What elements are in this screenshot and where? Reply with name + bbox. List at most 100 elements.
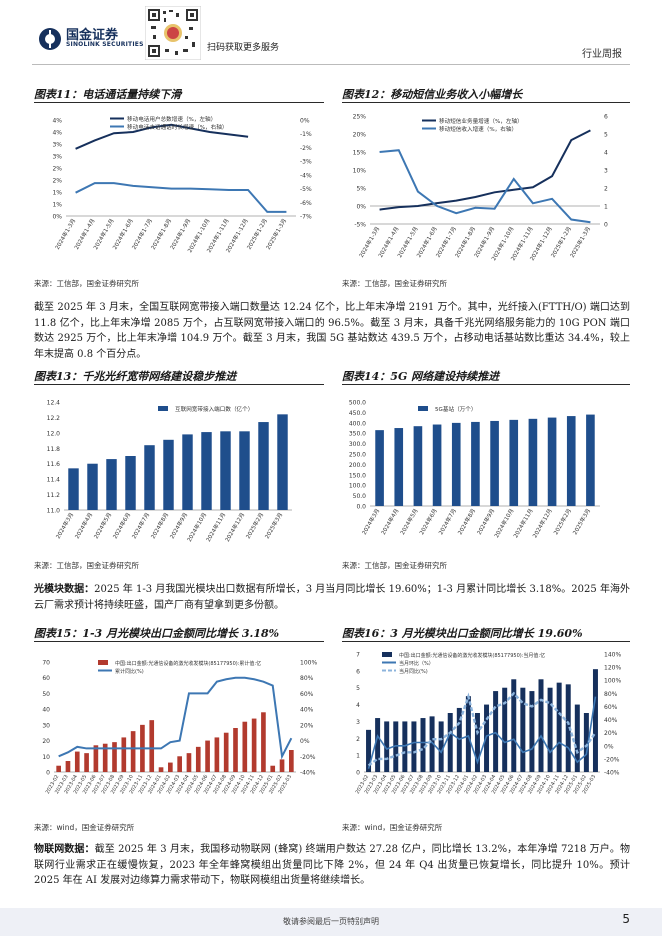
- x-tick-label: 2024年1-3月: [53, 217, 77, 251]
- x-tick-label: 2025年3月: [571, 507, 592, 536]
- bar: [420, 718, 426, 772]
- page-number: 5: [622, 912, 630, 926]
- figure-12-source: 来源：工信部，国金证券研究所: [342, 279, 447, 288]
- bar: [538, 679, 544, 772]
- y-right-tick-label: 40%: [604, 717, 618, 724]
- x-tick-label: 2024年9月: [168, 511, 189, 540]
- bar: [68, 468, 79, 510]
- paragraph-iot-lead: 物联网数据：: [34, 844, 95, 855]
- legend-label: 互联网宽带接入端口数（亿个）: [175, 405, 253, 413]
- y-right-tick-label: 0%: [300, 118, 310, 125]
- y-tick-label: 12.4: [47, 400, 61, 407]
- bar: [102, 743, 108, 772]
- y-tick-label: 2: [356, 736, 360, 743]
- bar: [502, 687, 508, 772]
- bar: [528, 418, 538, 506]
- bar: [520, 687, 526, 772]
- figure-14-title: 图表14：5G 网络建设持续推进: [342, 370, 500, 383]
- bar: [56, 765, 61, 772]
- y-tick-label: 5%: [356, 186, 366, 193]
- y-tick-label: 4%: [52, 130, 62, 137]
- figure-15-title: 图表15：1-3 月光模块出口金额同比增长 3.18%: [34, 627, 280, 640]
- legend-label: 累计同比(%): [115, 668, 144, 675]
- brand-name: 国金证券: [66, 28, 119, 43]
- y-tick-label: 11.2: [47, 492, 61, 499]
- bar: [586, 414, 595, 506]
- y-tick-label: 60: [42, 675, 50, 682]
- bar: [84, 753, 89, 772]
- bar: [261, 712, 266, 772]
- x-tick-label: 2024年4月: [379, 507, 400, 536]
- y-right-tick-label: -5%: [300, 186, 312, 193]
- legend-label: 当月环比（%）: [399, 660, 434, 667]
- y-tick-label: 50.0: [353, 493, 367, 500]
- y-right-tick-label: 0: [604, 222, 608, 229]
- y-tick-label: 11.8: [47, 446, 61, 453]
- y-tick-label: 2%: [52, 166, 62, 173]
- qr-code-icon[interactable]: [145, 6, 201, 60]
- figure-14-title-rule: [342, 384, 630, 385]
- legend-swatch: [158, 406, 168, 411]
- x-tick-label: 2024年3月: [54, 511, 75, 540]
- bar: [429, 716, 435, 772]
- legend-label: 移动电话用户总数增速（%，左轴）: [127, 115, 216, 123]
- bar: [394, 428, 404, 506]
- bar: [182, 434, 193, 510]
- y-tick-label: 0: [46, 770, 50, 777]
- footer-disclaimer[interactable]: 敬请参阅最后一页特别声明: [283, 917, 379, 926]
- figure-16-title: 图表16：3 月光模块出口金额同比增长 19.60%: [342, 627, 583, 640]
- y-right-tick-label: -2%: [300, 145, 312, 152]
- y-tick-label: 400.0: [349, 420, 366, 427]
- bar: [493, 691, 499, 772]
- y-right-tick-label: -40%: [300, 770, 316, 777]
- y-right-tick-label: 140%: [604, 652, 621, 659]
- x-tick-label: 2024年5月: [92, 511, 113, 540]
- bar: [251, 718, 257, 772]
- x-tick-label: 2024年1-3月: [357, 225, 381, 259]
- bar: [130, 731, 136, 772]
- legend-label: 中国:出口金额:光通信设备的激光收发模块(85177950):累计值:亿: [115, 660, 261, 667]
- legend-label: 中国:出口金额:光通信设备的激光收发模块(85177950):当月值:亿: [399, 652, 545, 659]
- x-tick-label: 2025年2月: [244, 511, 265, 540]
- y-right-tick-label: 60%: [604, 704, 618, 711]
- y-right-tick-label: 120%: [604, 665, 621, 672]
- y-tick-label: 11.0: [47, 508, 61, 515]
- bar: [106, 459, 117, 510]
- bar: [201, 432, 212, 510]
- y-tick-label: 4%: [52, 118, 62, 125]
- y-tick-label: 11.6: [47, 461, 61, 468]
- bar: [402, 721, 408, 772]
- x-tick-label: 2025年3月: [263, 511, 284, 540]
- figure-14-source: 来源：工信部，国金证券研究所: [342, 561, 447, 570]
- y-tick-label: 3: [356, 719, 360, 726]
- chart-optical-module-monthly: 0 1 2 3 4 5 6 7 -40% -20% 0% 20% 40% 60% 80% 100% 120% 14…: [355, 652, 622, 796]
- y-tick-label: 7: [356, 652, 360, 659]
- series-line: [58, 676, 293, 760]
- figure-16-title-rule: [342, 641, 630, 642]
- bar: [239, 431, 250, 510]
- brand-name-en: SINOLINK SECURITIES: [66, 41, 144, 48]
- y-tick-label: 15%: [353, 150, 367, 157]
- bar: [592, 669, 598, 772]
- y-tick-label: 2%: [52, 178, 62, 185]
- x-tick-label: 2024年5月: [398, 507, 419, 536]
- bar: [393, 721, 399, 772]
- y-tick-label: 1: [356, 753, 360, 760]
- y-right-tick-label: 6: [604, 114, 608, 121]
- figure-11-source: 来源：工信部，国金证券研究所: [34, 279, 139, 288]
- y-right-tick-label: -40%: [604, 770, 620, 777]
- y-right-tick-label: 1: [604, 204, 608, 211]
- bar: [432, 424, 442, 506]
- bar: [195, 746, 201, 772]
- bar: [366, 729, 372, 772]
- series-line: [367, 696, 597, 769]
- bar: [112, 742, 117, 772]
- y-tick-label: 70: [42, 660, 50, 667]
- bar: [511, 679, 517, 772]
- bar: [490, 420, 499, 506]
- chart-5g-stations: 0.0 50.0 100.0 150.0 200.0 250.0 300.0 350.0 400…: [349, 400, 600, 539]
- bar: [93, 745, 99, 772]
- bar: [163, 439, 174, 510]
- bar: [258, 422, 269, 510]
- y-right-tick-label: 20%: [300, 722, 314, 729]
